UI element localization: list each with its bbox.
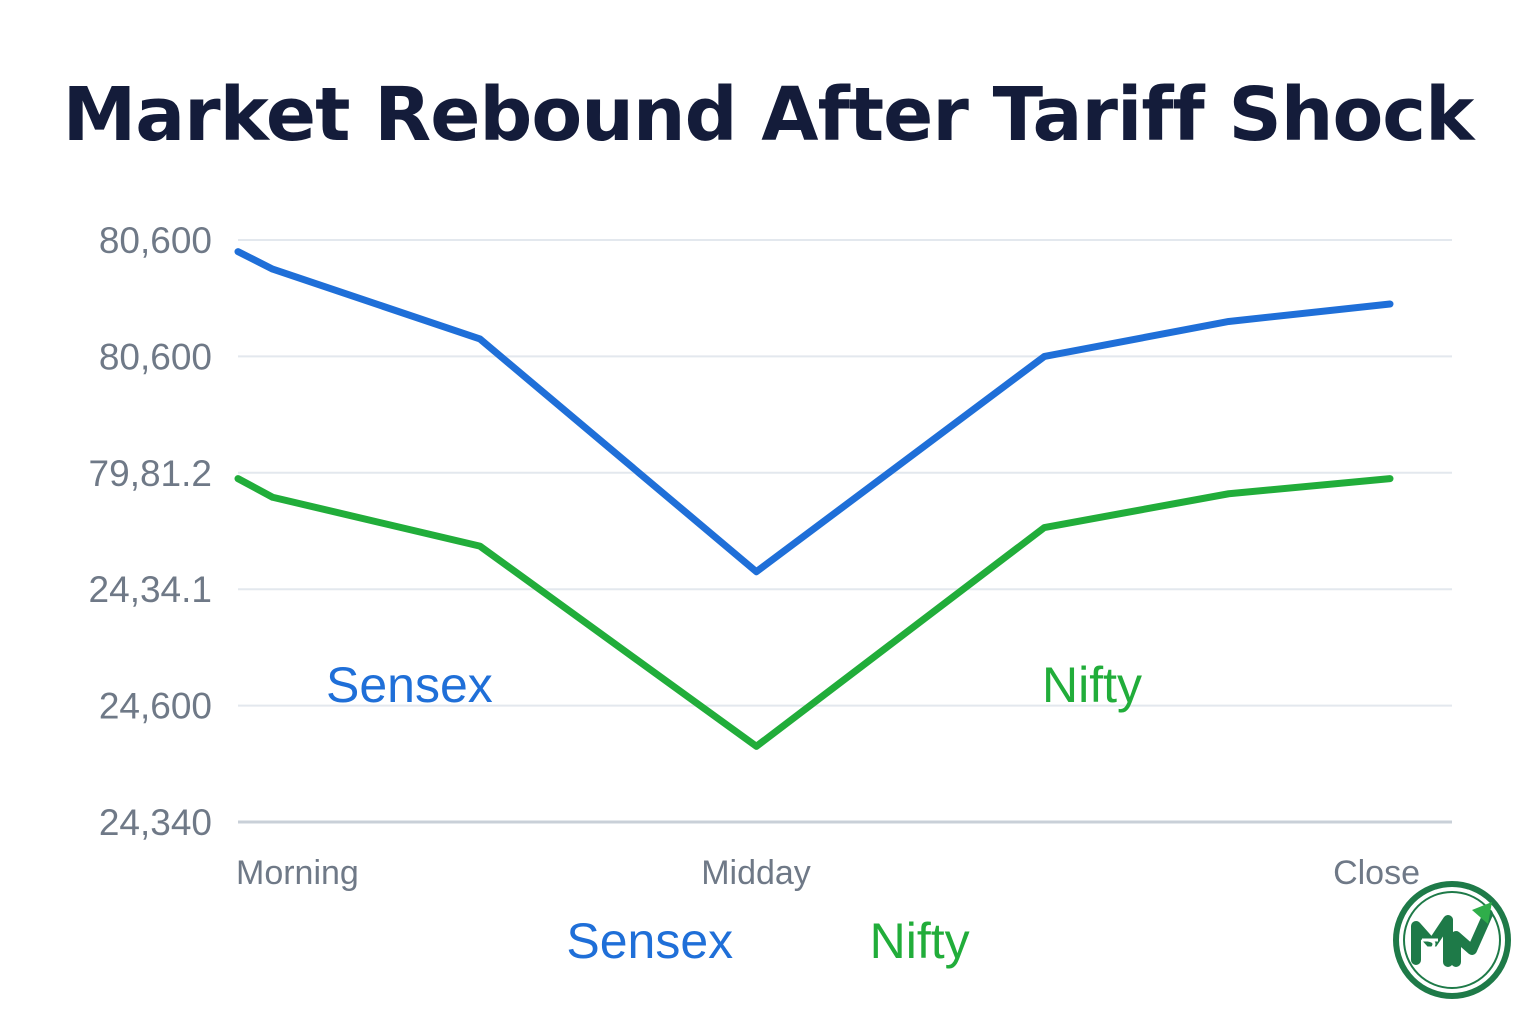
x-category-label-morning: Morning [236,854,359,892]
x-category-label-midday: Midday [701,854,811,892]
y-tick-label: 24,34.1 [89,569,212,610]
rupee-growth-logo-icon [1393,881,1511,999]
y-tick-label: 80,600 [99,220,212,261]
y-tick-label: 80,600 [99,336,212,377]
y-tick-label: 24,600 [99,686,212,727]
x-category-label-close: Close [1333,854,1420,892]
legend: Sensex Nifty [0,912,1536,970]
series-inline-labels: Sensex Nifty [326,657,1142,713]
chart-title: Market Rebound After Tariff Shock [62,72,1475,158]
x-axis-category-labels: Morning Midday Close [236,854,1420,892]
series-line-sensex [234,248,1394,576]
series-lines [234,248,1394,750]
y-tick-label: 24,340 [99,802,212,843]
grid-lines [238,239,1452,824]
legend-item-nifty: Nifty [869,913,970,969]
series-line-nifty [234,475,1394,750]
y-axis-tick-labels: 80,600 80,600 79,81.2 24,34.1 24,600 24,340 [89,220,212,843]
series-label-sensex: Sensex [326,657,493,713]
series-label-nifty: Nifty [1042,657,1142,713]
legend-item-sensex: Sensex [566,913,734,969]
y-tick-label: 79,81.2 [89,453,212,494]
